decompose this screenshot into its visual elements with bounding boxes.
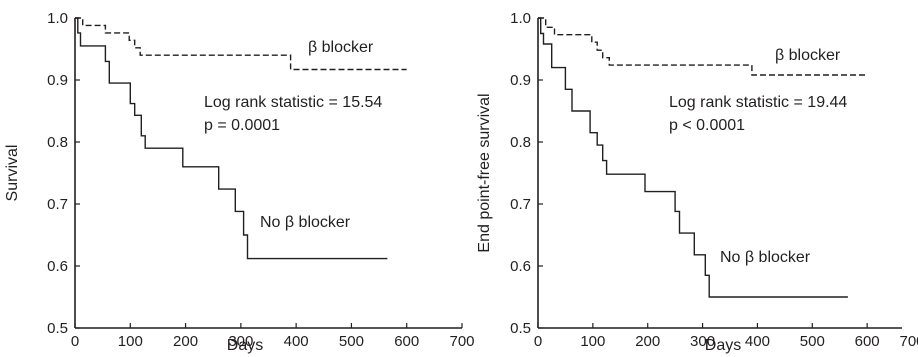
- beta-blocker-curve: [75, 17, 407, 71]
- p-value-annotation: p < 0.0001: [669, 117, 745, 134]
- y-tick-label: 0.5: [510, 320, 531, 337]
- y-tick-label: 0.8: [47, 134, 68, 151]
- y-tick-label: 0.9: [510, 72, 531, 89]
- y-tick-label: 0.6: [510, 258, 531, 275]
- y-axis-title: Survival: [4, 145, 21, 202]
- x-tick-label: 200: [635, 333, 660, 350]
- y-tick-label: 0.7: [47, 196, 68, 213]
- x-tick-label: 300: [690, 333, 715, 350]
- end-point-free-survival-panel: 0 100 200 300 400 500 600 700 0.5 0.6 0.7 0.8 0.9 1.0…: [476, 10, 918, 354]
- y-tick-label: 1.0: [47, 10, 68, 27]
- y-tick-label: 0.5: [47, 320, 68, 337]
- x-tick-label: 600: [855, 333, 880, 350]
- x-tick-label: 700: [449, 333, 474, 350]
- series-label-beta-blocker: β blocker: [308, 39, 374, 56]
- x-tick-label: 300: [228, 333, 253, 350]
- log-rank-annotation: Log rank statistic = 19.44: [669, 94, 847, 111]
- x-tick-label: 100: [580, 333, 605, 350]
- x-tick-label: 100: [118, 333, 143, 350]
- x-tick-label: 400: [284, 333, 309, 350]
- x-tick-label: 500: [339, 333, 364, 350]
- no-beta-blocker-curve: [538, 17, 848, 298]
- y-axis-title: End point-free survival: [476, 93, 493, 252]
- x-axis-title: Days: [705, 337, 741, 354]
- y-tick-label: 0.7: [510, 196, 531, 213]
- x-tick-label: 0: [71, 333, 79, 350]
- log-rank-annotation: Log rank statistic = 15.54: [204, 94, 382, 111]
- x-tick-label: 700: [899, 333, 918, 350]
- x-tick-label: 400: [745, 333, 770, 350]
- y-tick-label: 0.6: [47, 258, 68, 275]
- x-tick-label: 0: [534, 333, 542, 350]
- survival-panel: 0 100 200 300 400 500 600 700 0.5 0.6 0.7 0.8 0.9 1.0…: [4, 10, 475, 354]
- beta-blocker-curve: [538, 17, 868, 76]
- series-label-no-beta-blocker: No β blocker: [260, 214, 351, 231]
- x-tick-label: 600: [394, 333, 419, 350]
- x-tick-label: 500: [800, 333, 825, 350]
- y-tick-label: 0.8: [510, 134, 531, 151]
- p-value-annotation: p = 0.0001: [204, 117, 280, 134]
- x-tick-label: 200: [173, 333, 198, 350]
- series-label-beta-blocker: β blocker: [775, 47, 841, 64]
- y-tick-label: 0.9: [47, 72, 68, 89]
- no-beta-blocker-curve: [75, 17, 388, 260]
- x-axis-title: Days: [227, 337, 263, 354]
- y-tick-label: 1.0: [510, 10, 531, 27]
- series-label-no-beta-blocker: No β blocker: [720, 249, 811, 266]
